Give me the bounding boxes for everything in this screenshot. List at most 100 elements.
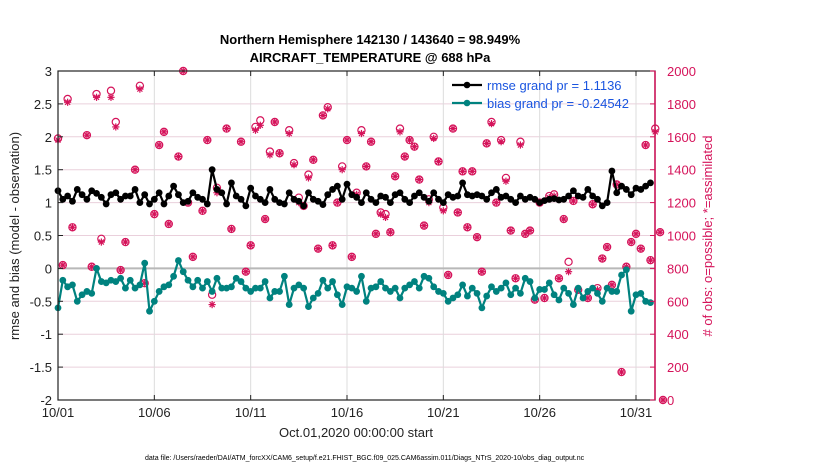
- bias-point: [579, 294, 587, 302]
- bias-point: [228, 283, 235, 291]
- rmse-point: [488, 189, 495, 197]
- assimilated-marker: [507, 226, 515, 235]
- obs-count-point: [333, 198, 342, 207]
- assimilated-marker: [324, 105, 332, 113]
- bias-point: [541, 286, 548, 293]
- obs-count-point: [492, 198, 501, 207]
- rmse-point: [208, 166, 216, 174]
- obs-count-point: [395, 124, 405, 136]
- y-tick-label: 1: [45, 196, 52, 211]
- x-tick-label: 10/26: [523, 405, 556, 420]
- rmse-point: [425, 197, 433, 205]
- bias-point: [170, 272, 178, 280]
- bias-point: [280, 272, 288, 280]
- bias-point: [141, 259, 149, 267]
- bias-point: [637, 290, 645, 297]
- obs-count-point: [97, 234, 106, 246]
- bias-point: [589, 284, 597, 292]
- obs-count-point: [92, 89, 101, 101]
- obs-count-point: [362, 162, 371, 171]
- bias-point: [266, 294, 274, 302]
- bias-point: [112, 278, 120, 285]
- assimilated-marker: [627, 238, 635, 246]
- bias-point: [488, 283, 495, 291]
- assimilated-marker: [256, 121, 264, 129]
- assimilated-marker: [208, 300, 216, 309]
- assimilated-marker: [83, 131, 91, 139]
- y-right-tick-label: 0: [667, 393, 674, 408]
- assimilated-marker: [357, 129, 366, 138]
- assimilated-marker: [372, 230, 380, 238]
- rmse-point: [223, 200, 230, 208]
- rmse-point: [642, 182, 650, 190]
- rmse-point: [112, 189, 120, 197]
- rmse-point: [569, 187, 577, 195]
- rmse-point: [618, 182, 625, 190]
- bias-point: [464, 292, 471, 300]
- assimilated-marker: [564, 268, 573, 276]
- obs-count-point: [602, 242, 612, 252]
- bias-point: [136, 281, 144, 289]
- y-right-tick-label: 1000: [667, 229, 696, 244]
- bias-point: [439, 290, 447, 297]
- bias-point: [622, 266, 630, 274]
- x-axis-label: Oct.01,2020 00:00:00 start: [279, 425, 433, 440]
- rmse-point: [507, 195, 515, 203]
- bias-point: [521, 274, 529, 282]
- bias-point: [165, 281, 173, 289]
- obs-count-point: [569, 196, 578, 206]
- assimilated-marker: [603, 243, 611, 251]
- rmse-point: [199, 195, 206, 203]
- rmse-point: [213, 186, 221, 193]
- rmse-point: [69, 197, 76, 205]
- y-tick-label: -2: [40, 393, 52, 408]
- rmse-point: [117, 195, 125, 203]
- bias-point: [613, 288, 621, 295]
- assimilated-marker: [560, 215, 568, 223]
- obs-count-point: [207, 290, 217, 309]
- bias-point: [131, 284, 139, 292]
- assimilated-marker: [540, 294, 549, 302]
- assimilated-marker: [434, 157, 443, 166]
- rmse-point: [372, 199, 380, 207]
- assimilated-marker: [516, 141, 524, 149]
- bias-point: [483, 292, 491, 300]
- bias-point: [569, 301, 577, 308]
- bias-point: [73, 297, 81, 305]
- bias-point: [507, 291, 515, 299]
- rmse-point: [218, 189, 226, 197]
- bias-point: [271, 288, 279, 295]
- obs-count-point: [323, 102, 332, 113]
- y-right-tick-label: 600: [667, 294, 689, 309]
- bias-point: [594, 290, 601, 297]
- obs-count-point: [82, 130, 92, 140]
- obs-count-point: [400, 152, 409, 161]
- assimilated-marker: [502, 177, 510, 185]
- obs-count-point: [641, 140, 650, 150]
- rmse-point: [584, 186, 592, 193]
- assimilated-marker: [617, 368, 626, 376]
- bias-point: [459, 281, 466, 289]
- bias-point: [348, 284, 356, 292]
- bias-point: [608, 288, 616, 295]
- obs-count-point: [434, 157, 443, 166]
- obs-count-point: [68, 223, 77, 232]
- rmse-point: [73, 186, 81, 193]
- x-tick-label: 10/11: [235, 405, 267, 420]
- assimilated-marker: [266, 151, 274, 159]
- bias-point: [324, 284, 332, 292]
- assimilated-marker: [261, 215, 269, 223]
- bias-point: [415, 284, 423, 292]
- rmse-point: [314, 197, 322, 205]
- rmse-point: [435, 195, 442, 203]
- y-right-tick-label: 1600: [667, 130, 696, 145]
- bias-point: [295, 281, 303, 289]
- assimilated-marker: [406, 136, 414, 144]
- bias-point: [69, 281, 76, 289]
- obs-count-point: [506, 226, 515, 235]
- assimilated-marker: [304, 174, 313, 182]
- chart-title: Northern Hemisphere 142130 / 143640 = 98…: [220, 32, 521, 47]
- rmse-point: [382, 193, 389, 201]
- obs-count-point: [516, 137, 525, 149]
- rmse-point: [136, 199, 144, 207]
